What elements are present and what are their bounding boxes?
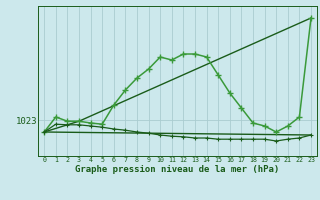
X-axis label: Graphe pression niveau de la mer (hPa): Graphe pression niveau de la mer (hPa) <box>76 165 280 174</box>
